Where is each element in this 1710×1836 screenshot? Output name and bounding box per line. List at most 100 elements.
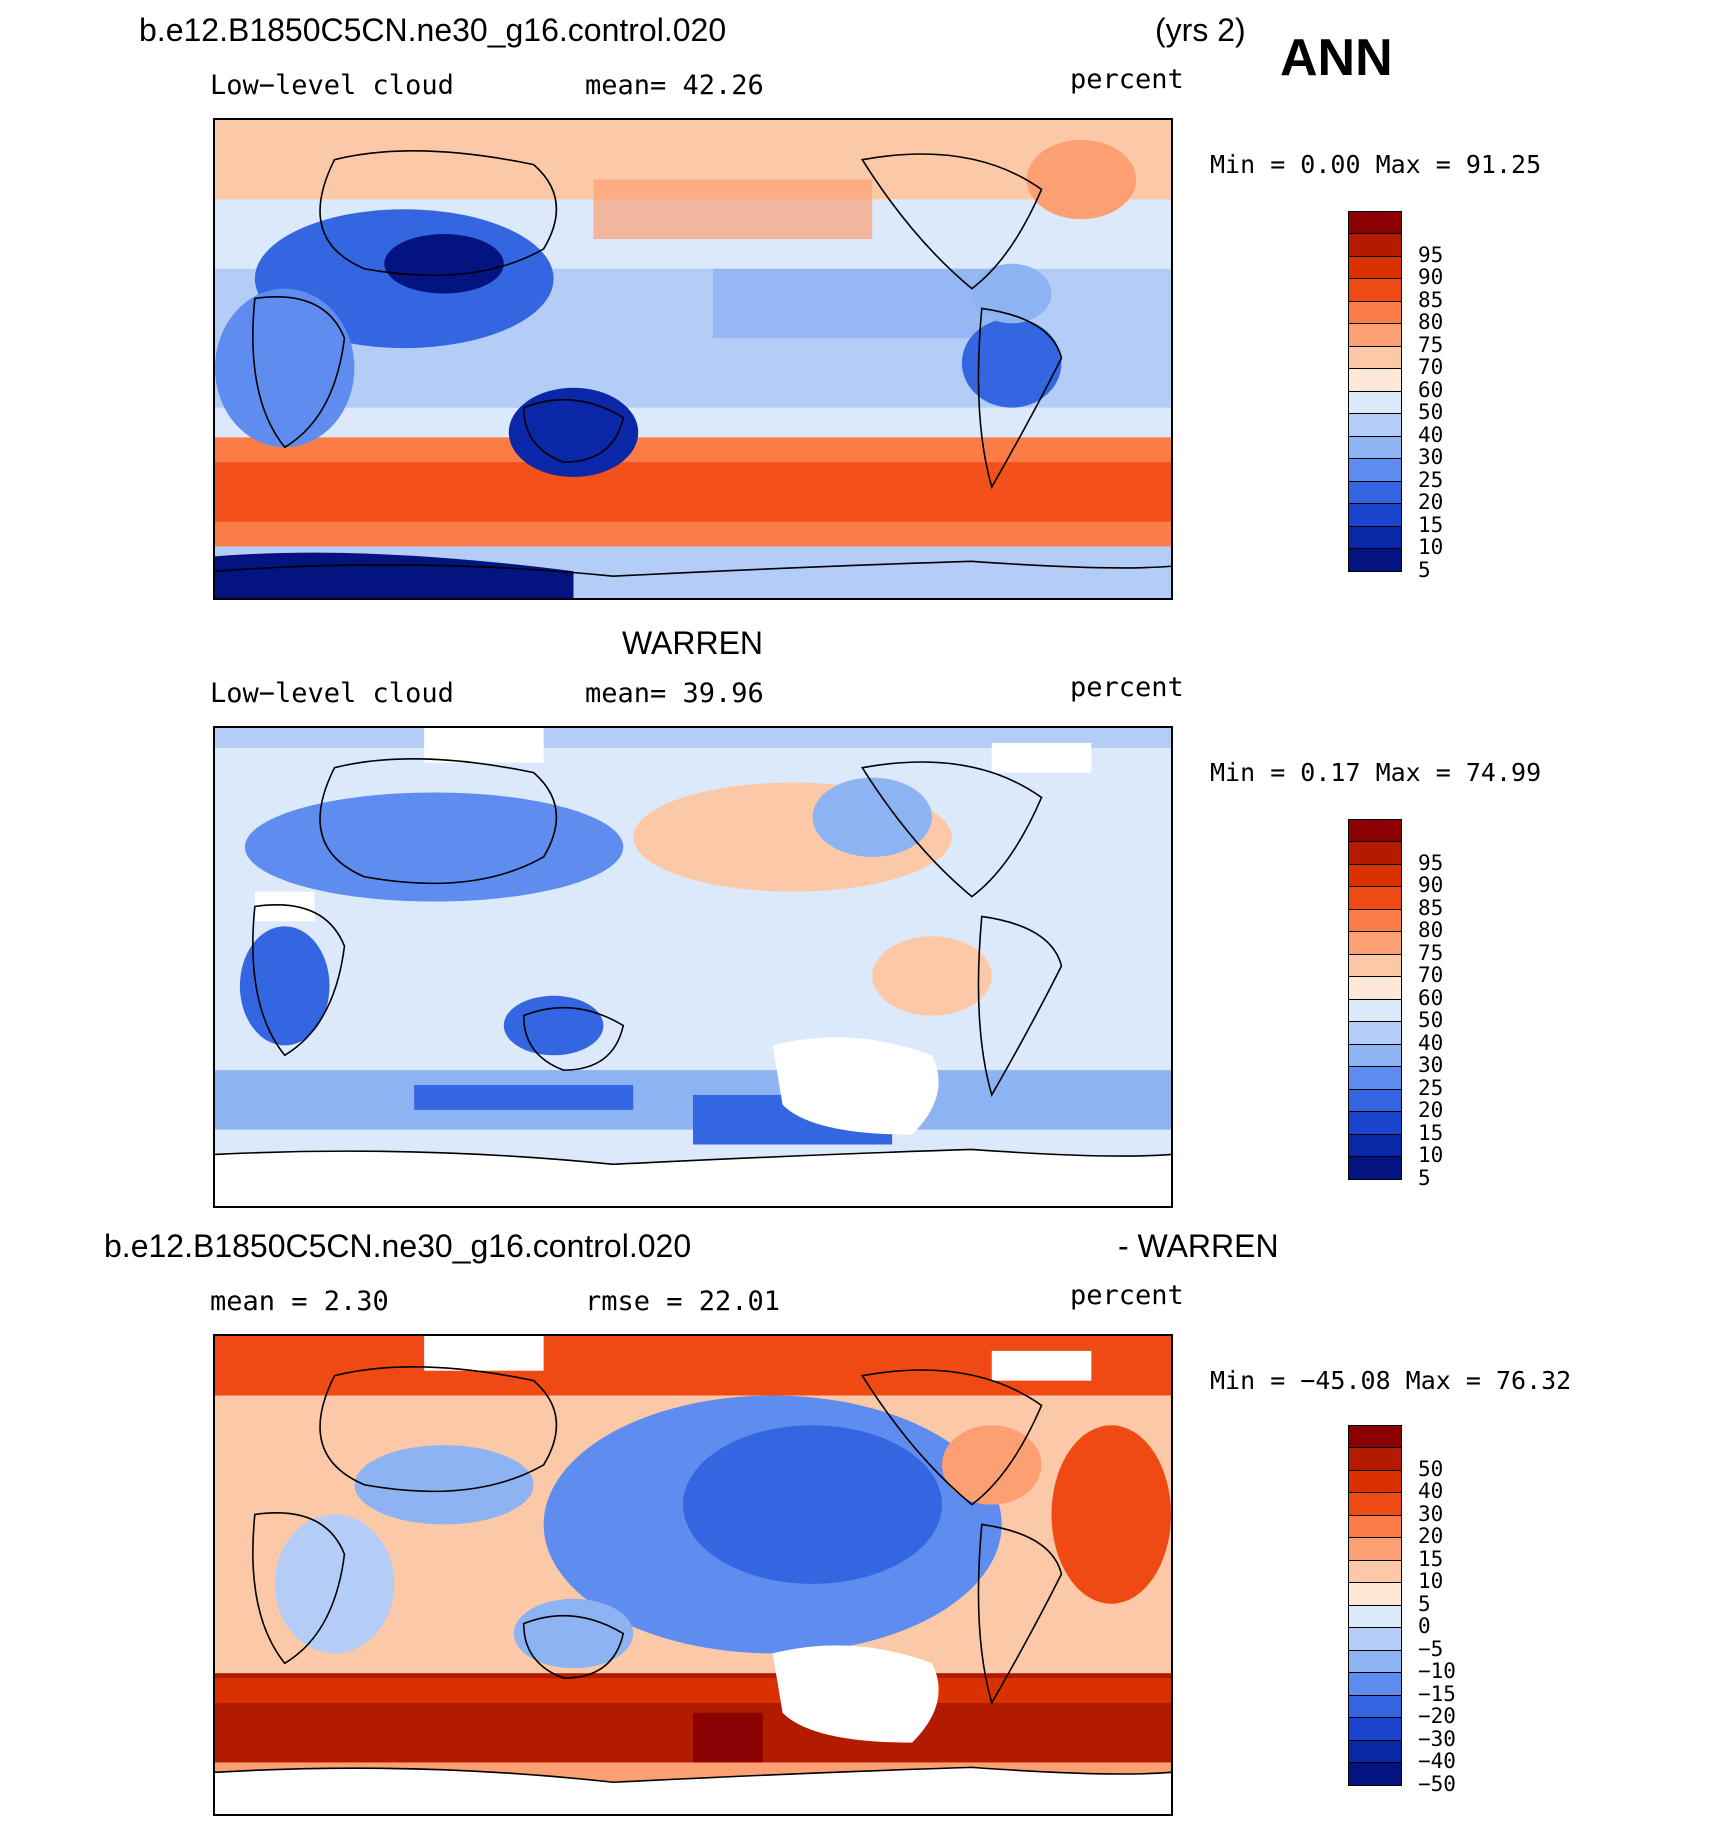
colorbar-box bbox=[1348, 255, 1402, 280]
colorbar-label: 95 bbox=[1418, 242, 1444, 267]
colorbar-label: 25 bbox=[1418, 467, 1444, 492]
colorbar-box bbox=[1348, 323, 1402, 347]
colorbar-box bbox=[1348, 1582, 1402, 1606]
panel3-mean-label: mean = 2.30 bbox=[210, 1286, 389, 1317]
colorbar-label: 40 bbox=[1418, 1479, 1444, 1503]
africa-region bbox=[215, 288, 355, 448]
panel3-title-left: b.e12.B1850C5CN.ne30_g16.control.020 bbox=[104, 1228, 692, 1264]
panel3-map-svg bbox=[215, 1336, 1171, 1814]
missing-data-region bbox=[772, 1645, 939, 1743]
colorbar-label: 60 bbox=[1418, 985, 1444, 1010]
colorbar-box bbox=[1348, 863, 1402, 888]
colorbar-box bbox=[1348, 1133, 1402, 1158]
panel3-units-label: percent bbox=[1070, 1280, 1184, 1311]
colorbar-box bbox=[1348, 548, 1402, 572]
colorbar-box bbox=[1348, 480, 1402, 505]
panel2-map-svg bbox=[215, 728, 1171, 1206]
colorbar-label: −10 bbox=[1418, 1659, 1456, 1683]
colorbar-label: 10 bbox=[1418, 535, 1444, 559]
south-america-region bbox=[961, 318, 1062, 408]
colorbar-label: 85 bbox=[1418, 895, 1444, 920]
colorbar-label: 0 bbox=[1418, 1614, 1431, 1638]
colorbar-label: −40 bbox=[1418, 1749, 1456, 1773]
colorbar-label: 40 bbox=[1418, 1030, 1444, 1055]
colorbar-box bbox=[1348, 1492, 1402, 1516]
panel2-title: WARREN bbox=[622, 625, 764, 661]
colorbar-box bbox=[1348, 931, 1402, 955]
colorbar-label: 50 bbox=[1418, 1008, 1444, 1032]
colorbar-box bbox=[1348, 1043, 1402, 1068]
colorbar-box bbox=[1348, 278, 1402, 302]
panel2-map bbox=[213, 726, 1173, 1208]
colorbar-box bbox=[1348, 435, 1402, 460]
colorbar-box bbox=[1348, 525, 1402, 550]
colorbar-box bbox=[1348, 1739, 1402, 1764]
colorbar-label: 15 bbox=[1418, 1546, 1444, 1571]
panel3-minmax: Min = −45.08 Max = 76.32 bbox=[1210, 1366, 1572, 1395]
colorbar-label: 15 bbox=[1418, 512, 1444, 537]
colorbar-label: 5 bbox=[1418, 1165, 1431, 1190]
panel1-units-label: percent bbox=[1070, 64, 1184, 95]
panel2-units-label: percent bbox=[1070, 672, 1184, 703]
panel3-map bbox=[213, 1334, 1173, 1816]
panel1-minmax: Min = 0.00 Max = 91.25 bbox=[1210, 150, 1542, 179]
panel3-title-right: - WARREN bbox=[1118, 1228, 1279, 1264]
colorbar-box bbox=[1348, 1649, 1402, 1674]
colorbar-label: −30 bbox=[1418, 1726, 1456, 1751]
colorbar-box bbox=[1348, 1694, 1402, 1719]
colorbar-label: 20 bbox=[1418, 490, 1444, 514]
panel1-variable-label: Low−level cloud bbox=[210, 70, 454, 101]
colorbar-label: 70 bbox=[1418, 963, 1444, 987]
colorbar-box bbox=[1348, 1447, 1402, 1471]
panel1-colorbar: 95 90 85 80 75 70 60 50 40 30 25 20 15 10 5 bbox=[1348, 210, 1443, 582]
years-label: (yrs 2) bbox=[1155, 12, 1246, 48]
colorbar-box bbox=[1348, 390, 1402, 415]
colorbar-box bbox=[1348, 818, 1402, 843]
colorbar-label: −20 bbox=[1418, 1704, 1456, 1728]
colorbar-box bbox=[1348, 1717, 1402, 1741]
colorbar-label: 30 bbox=[1418, 1501, 1444, 1526]
panel2-mean-label: mean= 39.96 bbox=[585, 678, 764, 709]
colorbar-label: 40 bbox=[1418, 422, 1444, 447]
colorbar-box bbox=[1348, 1424, 1402, 1449]
colorbar-label: 25 bbox=[1418, 1075, 1444, 1100]
colorbar-box bbox=[1348, 841, 1402, 865]
colorbar-box bbox=[1348, 1088, 1402, 1113]
panel3-colorbar: 50 40 30 20 15 10 5 0 −5 −10 −15 −20 −30 −40 −50 bbox=[1348, 1424, 1456, 1796]
colorbar-label: −50 bbox=[1418, 1771, 1456, 1796]
colorbar-box bbox=[1348, 1762, 1402, 1786]
season-label: ANN bbox=[1280, 29, 1393, 87]
panel2-colorbar: 95 90 85 80 75 70 60 50 40 30 25 20 15 10 5 bbox=[1348, 818, 1443, 1190]
colorbar-box bbox=[1348, 1156, 1402, 1180]
colorbar-box bbox=[1348, 413, 1402, 437]
missing-data-region bbox=[772, 1037, 939, 1135]
colorbar-label: 80 bbox=[1418, 918, 1444, 942]
panel3-rmse-label: rmse = 22.01 bbox=[585, 1286, 781, 1317]
colorbar-label: 85 bbox=[1418, 287, 1444, 312]
colorbar-box bbox=[1348, 998, 1402, 1023]
colorbar-box bbox=[1348, 886, 1402, 910]
colorbar-label: 5 bbox=[1418, 1591, 1431, 1616]
colorbar-box bbox=[1348, 1537, 1402, 1561]
colorbar-box bbox=[1348, 976, 1402, 1000]
asia-region bbox=[244, 792, 624, 902]
colorbar-label: 80 bbox=[1418, 310, 1444, 334]
colorbar-box bbox=[1348, 1672, 1402, 1696]
colorbar-box bbox=[1348, 1514, 1402, 1539]
colorbar-box bbox=[1348, 1627, 1402, 1651]
colorbar-box bbox=[1348, 953, 1402, 978]
colorbar-label: 90 bbox=[1418, 265, 1444, 289]
colorbar-label: 75 bbox=[1418, 332, 1444, 357]
panel1-map bbox=[213, 118, 1173, 600]
colorbar-label: −15 bbox=[1418, 1681, 1456, 1706]
colorbar-label: 30 bbox=[1418, 1053, 1444, 1077]
colorbar-label: 20 bbox=[1418, 1098, 1444, 1122]
colorbar-label: 90 bbox=[1418, 873, 1444, 897]
case-title: b.e12.B1850C5CN.ne30_g16.control.020 bbox=[139, 12, 727, 48]
panel2-variable-label: Low−level cloud bbox=[210, 678, 454, 709]
colorbar-box bbox=[1348, 1021, 1402, 1045]
colorbar-label: 5 bbox=[1418, 557, 1431, 582]
colorbar-box bbox=[1348, 345, 1402, 370]
colorbar-label: 15 bbox=[1418, 1120, 1444, 1145]
colorbar-box bbox=[1348, 908, 1402, 933]
